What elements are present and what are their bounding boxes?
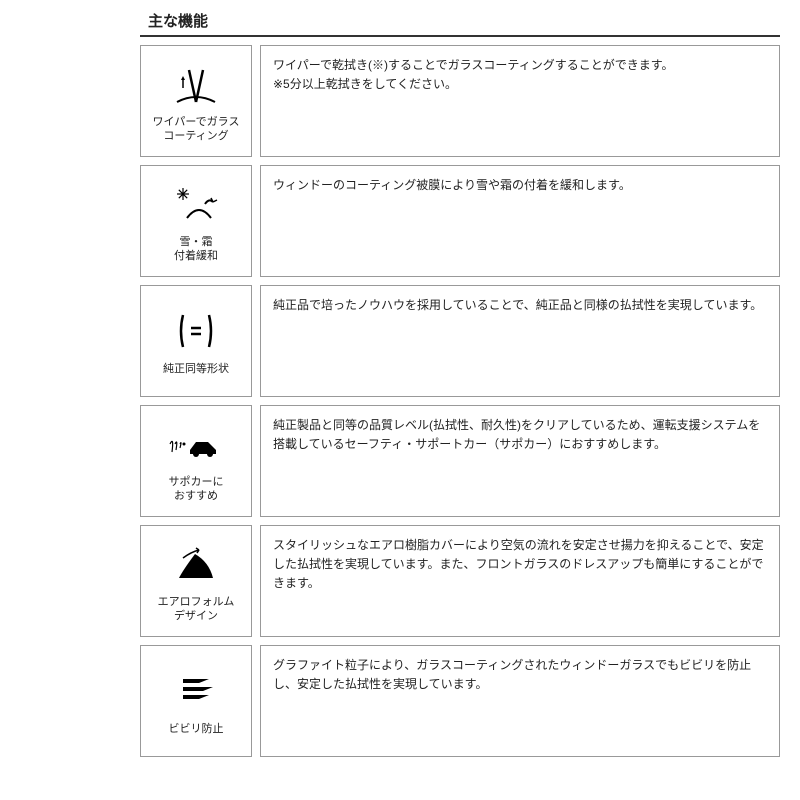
feature-label: ビビリ防止: [169, 722, 224, 736]
feature-description: スタイリッシュなエアロ樹脂カバーにより空気の流れを安定させ揚力を抑えることで、安…: [260, 525, 780, 637]
feature-icon-cell: ビビリ防止: [140, 645, 252, 757]
feature-icon-cell: ワイパーでガラス コーティング: [140, 45, 252, 157]
section-title: 主な機能: [140, 10, 780, 37]
feature-label: 純正同等形状: [163, 362, 229, 376]
feature-row: 純正同等形状 純正品で培ったノウハウを採用していることで、純正品と同様の払拭性を…: [140, 285, 780, 397]
feature-row: ワイパーでガラス コーティング ワイパーで乾拭き(※)することでガラスコーティン…: [140, 45, 780, 157]
vibration-prevent-icon: [166, 666, 226, 716]
wiper-icon: [166, 59, 226, 109]
features-section: 主な機能 ワイパーでガラス コーティング ワイパーで乾拭き(※)することでガラス…: [140, 10, 780, 757]
feature-label: エアロフォルム デザイン: [158, 595, 235, 624]
feature-row: エアロフォルム デザイン スタイリッシュなエアロ樹脂カバーにより空気の流れを安定…: [140, 525, 780, 637]
aero-form-icon: [166, 539, 226, 589]
snow-frost-icon: [166, 179, 226, 229]
feature-label: サポカーに おすすめ: [169, 475, 224, 504]
feature-row: 雪・霜 付着緩和 ウィンドーのコーティング被膜により雪や霜の付着を緩和します。: [140, 165, 780, 277]
feature-description: 純正製品と同等の品質レベル(払拭性、耐久性)をクリアしているため、運転支援システ…: [260, 405, 780, 517]
feature-icon-cell: 純正同等形状: [140, 285, 252, 397]
feature-label: 雪・霜 付着緩和: [174, 235, 218, 264]
feature-icon-cell: エアロフォルム デザイン: [140, 525, 252, 637]
feature-description: ウィンドーのコーティング被膜により雪や霜の付着を緩和します。: [260, 165, 780, 277]
genuine-shape-icon: [166, 306, 226, 356]
feature-description: グラファイト粒子により、ガラスコーティングされたウィンドーガラスでもビビリを防止…: [260, 645, 780, 757]
feature-label: ワイパーでガラス コーティング: [153, 115, 240, 144]
feature-description: ワイパーで乾拭き(※)することでガラスコーティングすることができます。 ※5分以…: [260, 45, 780, 157]
feature-row: サポカーに おすすめ 純正製品と同等の品質レベル(払拭性、耐久性)をクリアしてい…: [140, 405, 780, 517]
features-list: ワイパーでガラス コーティング ワイパーで乾拭き(※)することでガラスコーティン…: [140, 45, 780, 757]
feature-description: 純正品で培ったノウハウを採用していることで、純正品と同様の払拭性を実現しています…: [260, 285, 780, 397]
feature-icon-cell: 雪・霜 付着緩和: [140, 165, 252, 277]
feature-icon-cell: サポカーに おすすめ: [140, 405, 252, 517]
support-car-icon: [166, 419, 226, 469]
feature-row: ビビリ防止 グラファイト粒子により、ガラスコーティングされたウィンドーガラスでも…: [140, 645, 780, 757]
